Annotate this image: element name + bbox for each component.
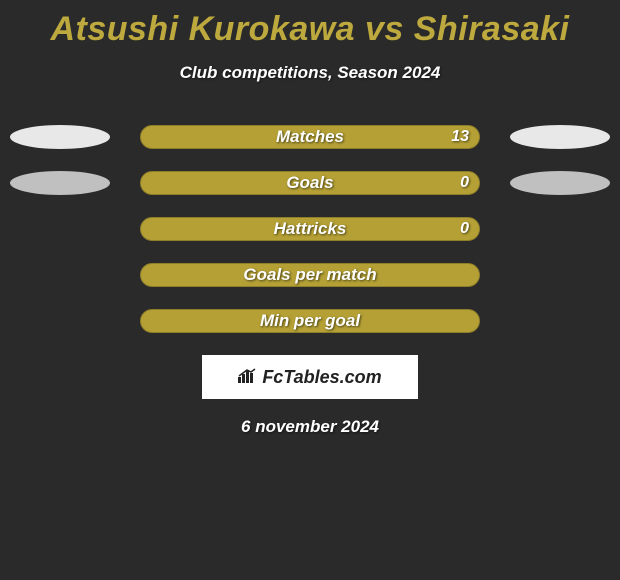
stat-label: Goals per match [243,265,376,285]
subtitle: Club competitions, Season 2024 [180,63,441,83]
stat-value: 0 [460,174,469,192]
stat-label: Hattricks [274,219,347,239]
page-title: Atsushi Kurokawa vs Shirasaki [50,10,569,49]
player1-indicator [10,171,110,195]
player2-indicator [510,171,610,195]
stat-label: Goals [286,173,333,193]
stat-bar: Goals 0 [140,171,480,195]
stat-rows: Matches 13 Goals 0 Hattricks 0 Goals per match… [0,125,620,333]
stat-bar-inner: Goals 0 [140,171,480,195]
logo-text: FcTables.com [262,367,381,388]
stat-row: Goals 0 [0,171,620,195]
stat-label: Min per goal [260,311,360,331]
stat-row: Matches 13 [0,125,620,149]
stat-value: 0 [460,220,469,238]
stat-value: 13 [451,128,469,146]
player1-indicator [10,125,110,149]
stat-label: Matches [276,127,344,147]
stat-bar: Hattricks 0 [140,217,480,241]
stat-bar-inner: Min per goal [140,309,480,333]
stat-row: Hattricks 0 [0,217,620,241]
stat-bar-inner: Hattricks 0 [140,217,480,241]
stat-bar: Goals per match [140,263,480,287]
date-text: 6 november 2024 [241,417,379,437]
stat-bar: Matches 13 [140,125,480,149]
player2-indicator [510,125,610,149]
logo-box[interactable]: FcTables.com [202,355,418,399]
stat-bar-inner: Goals per match [140,263,480,287]
stat-row: Goals per match [0,263,620,287]
stat-bar-inner: Matches 13 [140,125,480,149]
stat-row: Min per goal [0,309,620,333]
comparison-card: Atsushi Kurokawa vs Shirasaki Club compe… [0,0,620,437]
stat-bar: Min per goal [140,309,480,333]
chart-icon [238,367,258,388]
